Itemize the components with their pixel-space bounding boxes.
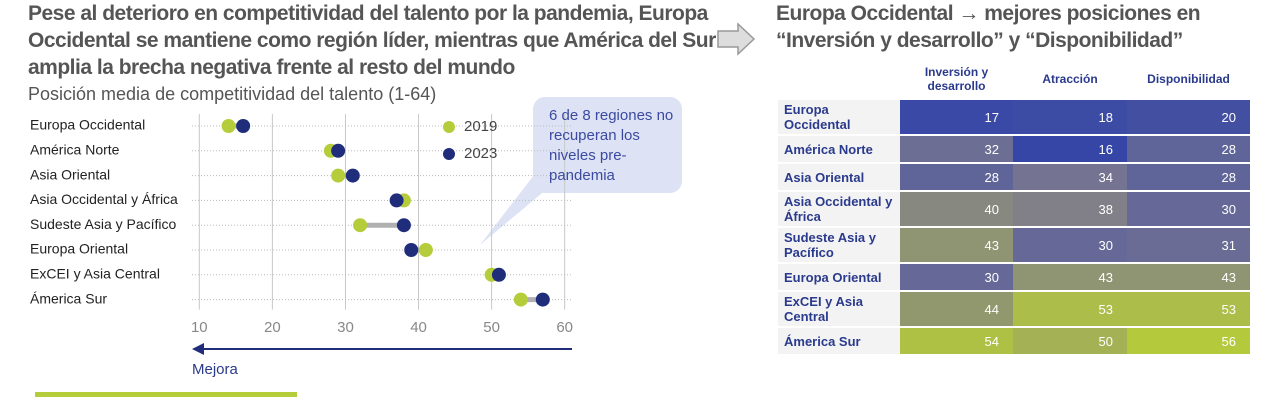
- cell: 16: [1013, 135, 1127, 164]
- heatmap-table: Inversión y desarrollo Atracción Disponibi…: [778, 60, 1250, 356]
- dot: [353, 218, 368, 233]
- x-tick-label: 30: [337, 319, 354, 336]
- arrow-label: Mejora: [192, 361, 239, 378]
- cell: 43: [1013, 263, 1127, 292]
- row-label: Sudeste Asia y Pacífico: [778, 227, 900, 264]
- cell: 30: [900, 263, 1013, 292]
- row-label: Ámerica Sur: [778, 327, 900, 356]
- dot: [396, 218, 411, 233]
- subtitle: Posición media de competitividad del tal…: [28, 84, 437, 104]
- dot: [513, 292, 528, 307]
- annotation: 6 de 8 regiones no recuperan los niveles…: [549, 107, 674, 184]
- header-row: Inversión y desarrollo Atracción Disponibi…: [778, 60, 1250, 100]
- legend-label: 2019: [464, 118, 497, 135]
- dot: [491, 267, 506, 282]
- row: Europa Occidental 17 18 20: [778, 99, 1250, 136]
- cell: 31: [1127, 227, 1250, 264]
- accent-bar: [35, 392, 297, 397]
- cell: 53: [1013, 291, 1127, 328]
- dot: [389, 193, 404, 208]
- y-tick-label: Europa Occidental: [30, 117, 145, 133]
- cell: 30: [1013, 227, 1127, 264]
- dot: [418, 243, 433, 257]
- cell: 43: [1127, 263, 1250, 292]
- row: Europa Oriental 30 43 43: [778, 263, 1250, 292]
- y-tick-label: Asia Oriental: [30, 166, 110, 182]
- y-tick-label: Ámerica Sur: [30, 290, 107, 306]
- legend-label: 2023: [464, 145, 497, 162]
- cell: 44: [900, 291, 1013, 328]
- y-tick-label: Asia Occidental y África: [30, 191, 178, 207]
- cell: 34: [1013, 163, 1127, 192]
- x-tick-label: 10: [191, 319, 208, 336]
- row-label: Europa Oriental: [778, 263, 900, 292]
- y-tick-label: Europa Oriental: [30, 241, 128, 257]
- callout-tail: [480, 175, 560, 245]
- cell: 30: [1127, 191, 1250, 228]
- y-tick-label: ExCEI y Asia Central: [30, 266, 160, 282]
- dot: [404, 243, 419, 257]
- arrow-head: [192, 343, 204, 355]
- cell: 28: [1127, 135, 1250, 164]
- dot: [236, 119, 251, 133]
- x-tick-label: 20: [264, 319, 281, 336]
- cell: 53: [1127, 291, 1250, 328]
- corner: [778, 60, 900, 100]
- cell: 17: [900, 99, 1013, 136]
- row-label: Asia Oriental: [778, 163, 900, 192]
- x-tick-label: 50: [483, 319, 500, 336]
- row: Asia Oriental 28 34 28: [778, 163, 1250, 192]
- column-header: Inversión y desarrollo: [900, 60, 1013, 100]
- cell: 28: [900, 163, 1013, 192]
- y-tick-label: América Norte: [30, 142, 120, 158]
- dot: [345, 168, 360, 183]
- cell: 54: [900, 327, 1013, 356]
- table-title: Europa Occidental → mejores posiciones e…: [776, 2, 1201, 52]
- block-arrow: [717, 22, 756, 56]
- column-header: Atracción: [1013, 60, 1127, 100]
- dot: [535, 292, 550, 307]
- row: Asia Occidental y África 40 38 30: [778, 191, 1250, 228]
- callout-box: [533, 97, 682, 193]
- row: América Norte 32 16 28: [778, 135, 1250, 164]
- cell: 32: [900, 135, 1013, 164]
- dot: [331, 168, 346, 183]
- x-tick-label: 60: [556, 319, 573, 336]
- dumbbell-chart: Mejora 10 20 30 40 50 60 Europa Occidental Amér…: [30, 97, 682, 397]
- y-tick-label: Sudeste Asia y Pacífico: [30, 216, 177, 232]
- headline: Pese al deterioro en competitividad del …: [28, 2, 716, 79]
- dot: [331, 143, 346, 158]
- column-header: Disponibilidad: [1127, 60, 1250, 100]
- cell: 20: [1127, 99, 1250, 136]
- dot: [221, 119, 236, 133]
- row: ExCEI y Asia Central 44 53 53: [778, 291, 1250, 328]
- x-tick-label: 40: [410, 319, 427, 336]
- cell: 38: [1013, 191, 1127, 228]
- cell: 43: [900, 227, 1013, 264]
- row: Ámerica Sur 54 50 56: [778, 327, 1250, 356]
- cell: 40: [900, 191, 1013, 228]
- cell: 28: [1127, 163, 1250, 192]
- legend-marker: [443, 148, 455, 160]
- arrow-icon: [717, 22, 756, 56]
- row-label: América Norte: [778, 135, 900, 164]
- row-label: Asia Occidental y África: [778, 191, 900, 228]
- row-label: Europa Occidental: [778, 99, 900, 136]
- cell: 50: [1013, 327, 1127, 356]
- legend-marker: [443, 121, 455, 133]
- cell: 56: [1127, 327, 1250, 356]
- row-label: ExCEI y Asia Central: [778, 291, 900, 328]
- cell: 18: [1013, 99, 1127, 136]
- row: Sudeste Asia y Pacífico 43 30 31: [778, 227, 1250, 264]
